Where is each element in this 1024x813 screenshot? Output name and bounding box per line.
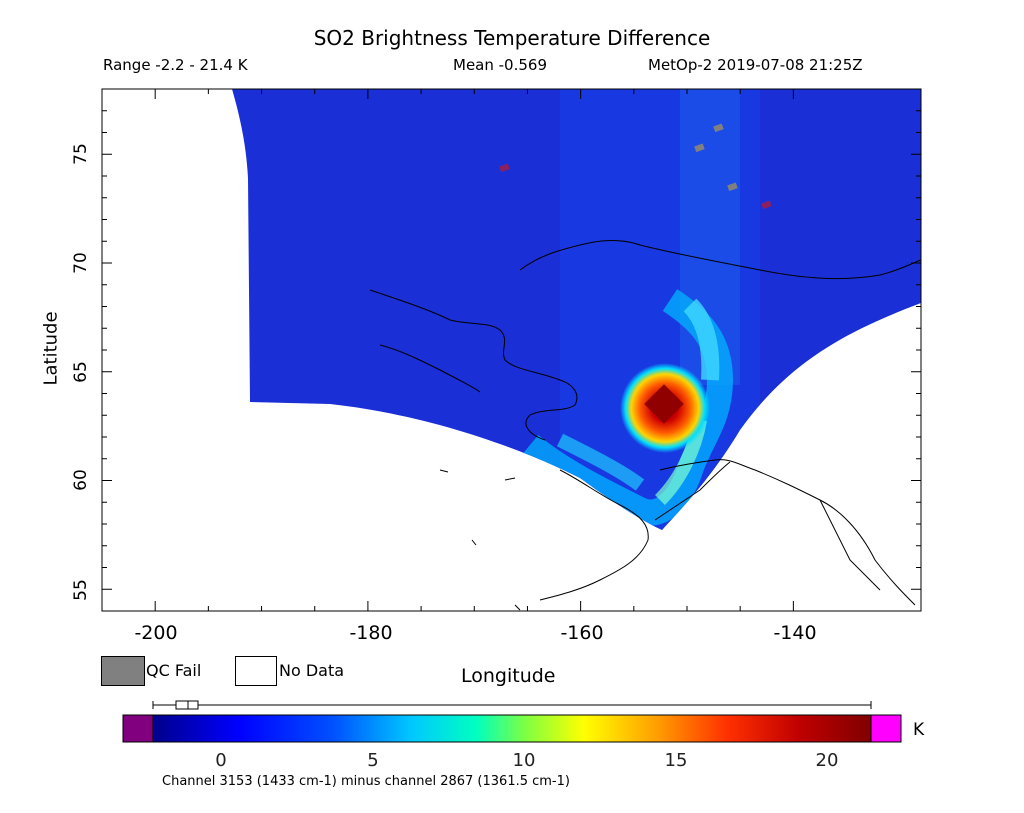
y-tick-label: 70 <box>71 252 91 274</box>
colorbar-unit: K <box>913 720 925 740</box>
y-tick-label: 65 <box>71 361 91 383</box>
no-data-swatch <box>235 656 277 686</box>
colorbar-under <box>122 714 154 743</box>
distribution-boxplot <box>152 700 872 710</box>
x-axis-label: Longitude <box>461 665 556 687</box>
colorbar <box>122 700 902 743</box>
y-tick-label: 75 <box>71 143 91 165</box>
colorbar-tick-label: 0 <box>215 750 227 771</box>
colorbar-tick-label: 20 <box>815 750 839 771</box>
data-swath <box>232 89 921 530</box>
satellite-time-label: MetOp-2 2019-07-08 21:25Z <box>648 56 863 74</box>
y-tick-label: 55 <box>71 579 91 601</box>
x-tick-label: -180 <box>349 622 393 644</box>
x-tick-label: -140 <box>773 622 817 644</box>
mean-label: Mean -0.569 <box>453 56 547 74</box>
x-tick-label: -200 <box>134 622 178 644</box>
coastlines <box>369 240 921 611</box>
colorbar-tick-label: 15 <box>664 750 688 771</box>
colorbar-gradient <box>152 714 872 743</box>
range-label: Range -2.2 - 21.4 K <box>103 56 248 74</box>
qc-fail-pixels <box>499 123 772 210</box>
no-data-label: No Data <box>279 661 345 680</box>
y-tick-label: 60 <box>71 469 91 491</box>
x-tick-label: -160 <box>560 622 604 644</box>
colorbar-tick-label: 5 <box>367 750 379 771</box>
qc-fail-label: QC Fail <box>146 661 202 680</box>
colorbar-tick-label: 10 <box>512 750 536 771</box>
y-axis-label: Latitude <box>40 311 62 386</box>
colorbar-over <box>870 714 902 743</box>
qc-fail-swatch <box>101 656 145 686</box>
channel-note: Channel 3153 (1433 cm-1) minus channel 2… <box>162 774 570 789</box>
map-title: SO2 Brightness Temperature Difference <box>313 26 711 50</box>
